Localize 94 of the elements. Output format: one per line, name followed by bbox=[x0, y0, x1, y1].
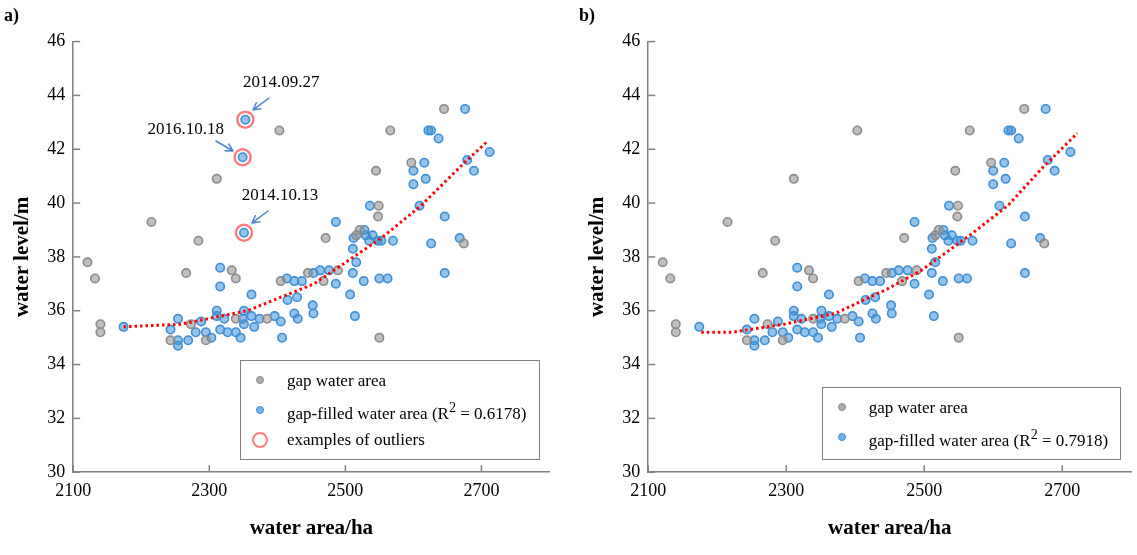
point bbox=[899, 233, 910, 244]
y-tick-label: 32 bbox=[622, 407, 641, 428]
point bbox=[953, 200, 964, 211]
x-tick-label: 2500 bbox=[906, 479, 943, 500]
y-tick-label: 42 bbox=[47, 137, 66, 158]
point bbox=[89, 273, 100, 284]
point bbox=[439, 103, 450, 114]
y-tick-label: 40 bbox=[622, 191, 641, 212]
x-tick-label: 2700 bbox=[463, 479, 500, 500]
point bbox=[193, 235, 204, 246]
point bbox=[670, 319, 681, 330]
point bbox=[275, 276, 286, 287]
point bbox=[262, 313, 273, 324]
x-tick-label: 2700 bbox=[1044, 479, 1081, 500]
chart-title: a) bbox=[4, 5, 19, 27]
point bbox=[320, 233, 331, 244]
chart-title: b) bbox=[579, 5, 596, 27]
point bbox=[373, 200, 384, 211]
point bbox=[95, 327, 106, 338]
point bbox=[406, 157, 417, 168]
x-tick-label: 2100 bbox=[55, 479, 92, 500]
point bbox=[670, 327, 681, 338]
point bbox=[95, 319, 106, 330]
y-axis-title: water level/m bbox=[9, 196, 34, 318]
point bbox=[234, 223, 254, 242]
point bbox=[657, 257, 668, 268]
y-tick-label: 44 bbox=[47, 84, 66, 105]
point bbox=[374, 332, 385, 343]
x-tick-label: 2100 bbox=[630, 479, 667, 500]
point bbox=[839, 313, 850, 324]
point bbox=[370, 165, 381, 176]
point bbox=[852, 125, 863, 136]
point bbox=[741, 335, 752, 346]
point bbox=[233, 148, 252, 167]
point bbox=[757, 268, 768, 279]
point bbox=[211, 173, 222, 184]
y-tick-label: 46 bbox=[622, 30, 641, 51]
y-tick-label: 46 bbox=[47, 30, 66, 51]
x-axis-title: water area/ha bbox=[249, 514, 374, 539]
point bbox=[803, 265, 814, 276]
legend-label: gap water area bbox=[287, 369, 387, 392]
point bbox=[1019, 103, 1030, 114]
point bbox=[881, 268, 892, 279]
point bbox=[722, 216, 733, 227]
point bbox=[1039, 238, 1050, 249]
annotation: 2014.09.27 bbox=[243, 71, 321, 91]
point bbox=[230, 313, 241, 324]
point bbox=[788, 173, 799, 184]
annotation: 2016.10.18 bbox=[147, 119, 224, 139]
x-tick-label: 2300 bbox=[768, 479, 805, 500]
y-tick-label: 36 bbox=[47, 299, 66, 320]
y-tick-label: 42 bbox=[622, 137, 641, 158]
point bbox=[458, 238, 469, 249]
point bbox=[236, 110, 255, 129]
y-tick-label: 44 bbox=[622, 84, 641, 105]
x-tick-label: 2300 bbox=[191, 479, 228, 500]
point bbox=[82, 257, 93, 268]
point bbox=[953, 332, 964, 343]
legend-label: gap-filled water area (R$^{2}$ = 0.6178) bbox=[287, 397, 527, 425]
point bbox=[853, 276, 864, 287]
y-tick-label: 36 bbox=[622, 299, 641, 320]
y-tick-label: 40 bbox=[47, 191, 66, 212]
y-tick-label: 38 bbox=[47, 245, 66, 266]
y-tick-label: 32 bbox=[47, 407, 66, 428]
point bbox=[770, 235, 781, 246]
point bbox=[165, 335, 176, 346]
legend-label: examples of outliers bbox=[287, 429, 425, 452]
y-tick-label: 30 bbox=[622, 460, 641, 481]
y-axis-title: water level/m bbox=[584, 196, 609, 318]
y-tick-label: 34 bbox=[622, 353, 641, 374]
y-tick-label: 30 bbox=[47, 460, 66, 481]
point bbox=[274, 125, 285, 136]
point bbox=[952, 211, 963, 222]
point bbox=[665, 273, 676, 284]
point bbox=[808, 273, 819, 284]
point bbox=[226, 265, 237, 276]
point bbox=[181, 268, 192, 279]
point bbox=[373, 211, 384, 222]
point bbox=[385, 125, 396, 136]
x-axis-title: water area/ha bbox=[827, 514, 952, 539]
x-tick-label: 2500 bbox=[327, 479, 364, 500]
point bbox=[200, 335, 211, 346]
point bbox=[986, 157, 997, 168]
point bbox=[230, 273, 241, 284]
point bbox=[302, 268, 313, 279]
point bbox=[950, 165, 961, 176]
legend-label: gap water area bbox=[868, 396, 968, 419]
annotation: 2014.10.13 bbox=[241, 184, 319, 204]
y-tick-label: 34 bbox=[47, 353, 66, 374]
point bbox=[146, 216, 157, 227]
legend-label: gap-filled water area (R$^{2}$ = 0.7918) bbox=[868, 424, 1109, 452]
point bbox=[964, 125, 975, 136]
point bbox=[777, 335, 788, 346]
y-tick-label: 38 bbox=[622, 245, 641, 266]
